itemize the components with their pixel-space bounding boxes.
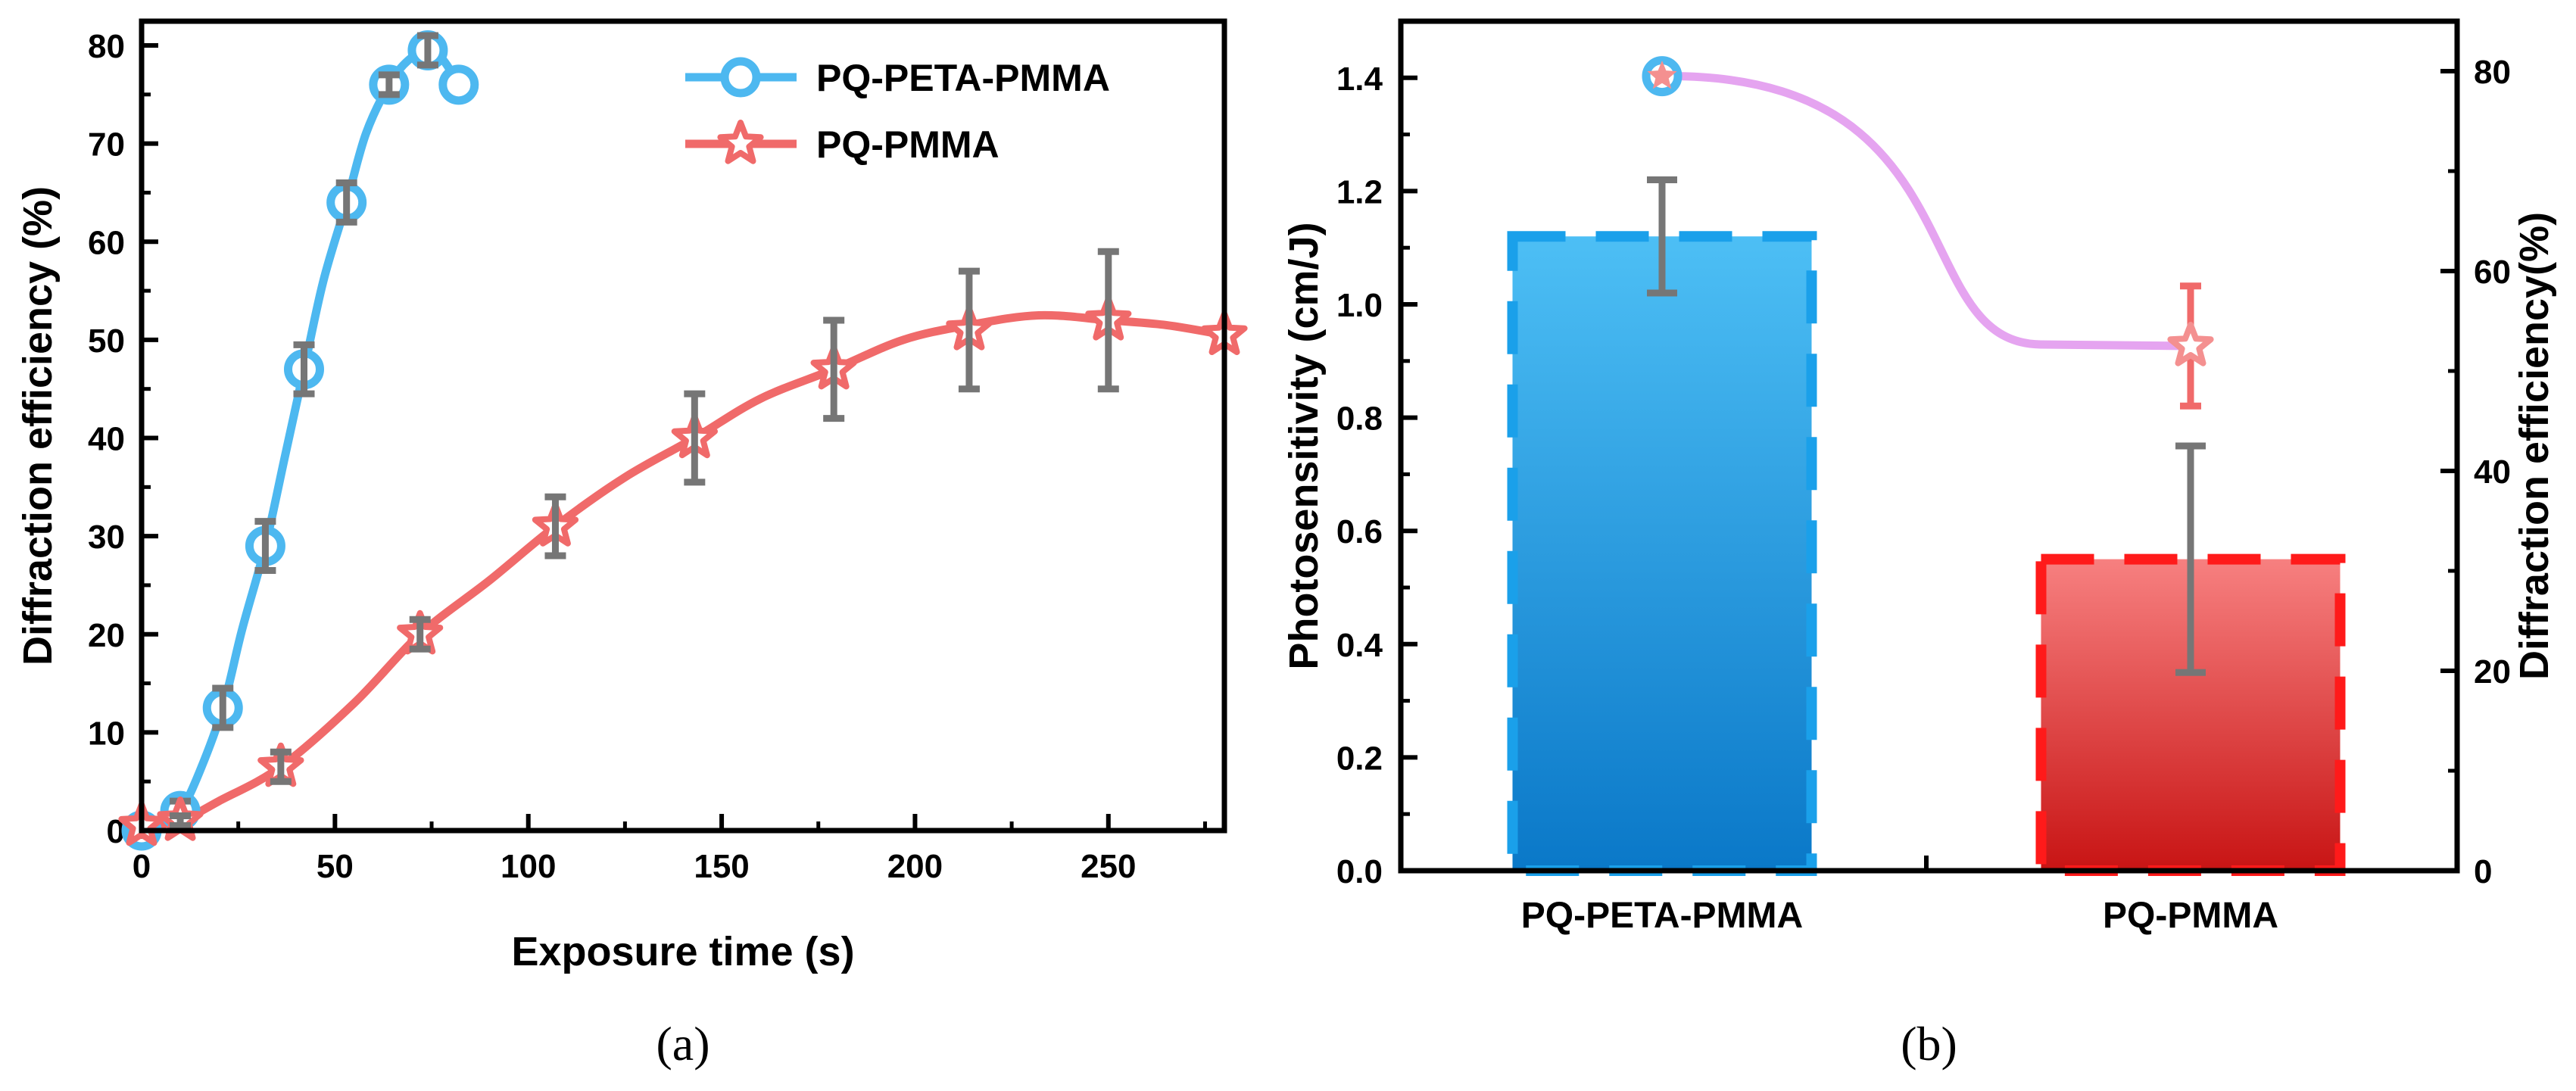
chart-a-plot-frame bbox=[139, 18, 1227, 834]
chart-b-bars bbox=[1507, 176, 2346, 876]
chart-a-series-line-1 bbox=[137, 45, 463, 831]
chart-b-y-axis-label: Photosensitivity (cm/J) bbox=[1281, 222, 1327, 669]
chart-a-x-tick-label: 200 bbox=[887, 848, 943, 885]
chart-a-y-tick-label: 80 bbox=[88, 28, 125, 65]
chart-b-y-tick-label: 1.4 bbox=[1336, 61, 1383, 98]
legend-label-2: PQ-PMMA bbox=[816, 123, 1000, 166]
chart-b-line-point-inner-marker bbox=[1647, 60, 1677, 89]
chart-a-x-tick-label: 50 bbox=[317, 848, 354, 885]
chart-a-x-tick-label: 100 bbox=[501, 848, 556, 885]
chart-a-y-axis-label: Diffraction efficiency (%) bbox=[15, 186, 61, 666]
chart-a-legend: PQ-PETA-PMMA PQ-PMMA bbox=[685, 57, 1110, 166]
chart-a-y-tick-label: 70 bbox=[88, 126, 125, 164]
chart-b-line-point-marker bbox=[2167, 322, 2214, 366]
chart-b-line-curve bbox=[1658, 72, 2195, 351]
panel-label-b: (b) bbox=[1901, 1017, 1957, 1071]
chart-b-bar-1 bbox=[1507, 231, 1817, 876]
chart-a-x-tick-label: 250 bbox=[1081, 848, 1136, 885]
chart-a-y-tick-label: 10 bbox=[88, 715, 125, 752]
chart-b-x-tick-label: PQ-PMMA bbox=[2103, 896, 2278, 936]
chart-a-x-axis-label: Exposure time (s) bbox=[511, 929, 854, 974]
panel-label-a: (a) bbox=[656, 1017, 709, 1071]
chart-b-y-tick-label: 0.8 bbox=[1336, 401, 1383, 438]
chart-b-y2-tick-label: 60 bbox=[2474, 254, 2511, 291]
legend-marker-2 bbox=[717, 120, 764, 164]
chart-a-x-tick-label: 0 bbox=[133, 848, 151, 885]
chart-b-y2-tick-label: 20 bbox=[2474, 653, 2511, 690]
chart-b-line-series bbox=[1642, 56, 2214, 410]
chart-b-ticks: 0.0 0.2 0.4 0.6 0.8 1.0 1.2 1.4 0 20 40 60 80 PQ-PETA… bbox=[1336, 54, 2511, 936]
chart-a-y-tick-label: 20 bbox=[88, 617, 125, 654]
chart-b-y-tick-label: 1.0 bbox=[1336, 287, 1383, 324]
chart-a-y-tick-label: 50 bbox=[88, 323, 125, 360]
chart-a-points bbox=[118, 30, 1248, 851]
chart-b-y-tick-label: 0.4 bbox=[1336, 627, 1383, 664]
chart-b-y-tick-label: 0.2 bbox=[1336, 740, 1383, 777]
legend-marker-1 bbox=[720, 57, 761, 98]
chart-b-y-tick-label: 1.2 bbox=[1336, 173, 1383, 210]
legend-label-1: PQ-PETA-PMMA bbox=[816, 57, 1110, 99]
chart-b-y2-tick-label: 40 bbox=[2474, 454, 2511, 491]
chart-b-y2-axis-label: Diffraction efficiency(%) bbox=[2512, 212, 2557, 680]
chart-b-y2-tick-label: 80 bbox=[2474, 54, 2511, 91]
chart-a-x-tick-label: 150 bbox=[694, 848, 749, 885]
chart-b-y2-tick-label: 0 bbox=[2474, 853, 2492, 890]
chart-a-y-tick-label: 30 bbox=[88, 519, 125, 556]
chart-b-x-tick-label: PQ-PETA-PMMA bbox=[1521, 896, 1803, 936]
chart-a-y-tick-label: 40 bbox=[88, 421, 125, 458]
chart-a-y-tick-label: 60 bbox=[88, 224, 125, 261]
chart-b-y-tick-label: 0.0 bbox=[1336, 853, 1383, 890]
chart-b-y-tick-label: 0.6 bbox=[1336, 513, 1383, 550]
chart-a-point-marker bbox=[438, 64, 479, 105]
chart-b: 0.0 0.2 0.4 0.6 0.8 1.0 1.2 1.4 0 20 40 60 80 PQ-PETA… bbox=[1281, 18, 2557, 1071]
chart-b-plot-frame bbox=[1398, 18, 2460, 874]
